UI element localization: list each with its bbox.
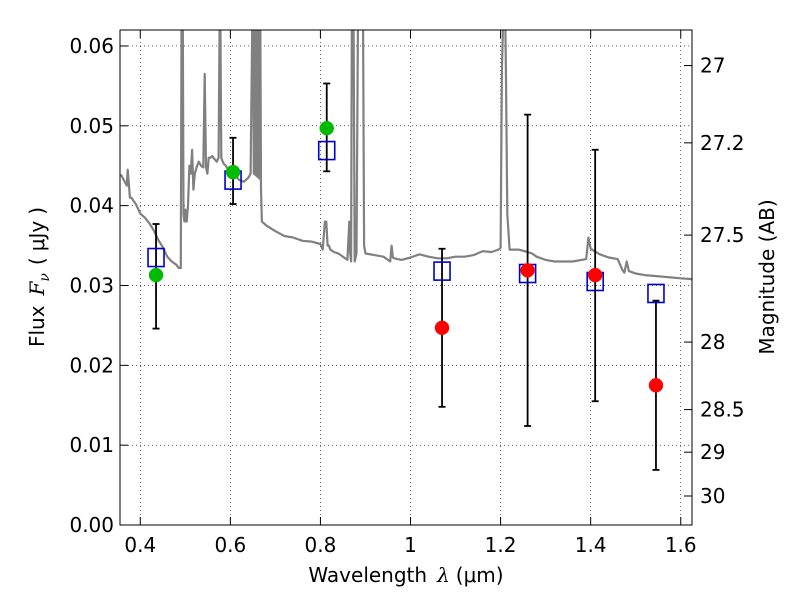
mag-tick-label: 30 (700, 484, 725, 508)
detected-point (225, 164, 241, 180)
x-tick-label: 1 (404, 533, 417, 557)
upper-point (587, 267, 603, 283)
model-square (317, 140, 336, 161)
model-square (647, 283, 665, 304)
mag-tick-label: 27 (700, 54, 725, 78)
upper-point (520, 263, 535, 278)
mag-tick-label: 28 (700, 330, 725, 354)
x-tick-label: 0.8 (305, 533, 337, 557)
y-tick-label: 0.06 (69, 34, 114, 58)
magnitude-axis-title: Magnitude (AB) (755, 199, 779, 354)
model-square (147, 247, 165, 268)
detected-point (148, 267, 164, 283)
template-spectrum (120, 30, 692, 281)
mag-tick-label: 27.5 (700, 223, 745, 247)
y-tick-label: 0.00 (69, 513, 114, 537)
x-axis-title: Wavelength λ (μm) (308, 563, 503, 587)
x-tick-label: 1.6 (665, 533, 697, 557)
x-tick-label: 0.6 (214, 533, 246, 557)
y-tick-label: 0.01 (69, 433, 114, 457)
y-axis-title: FluxFν(μJy) (25, 207, 53, 347)
x-tick-label: 1.2 (485, 533, 517, 557)
data-markers (147, 120, 665, 393)
upper-point (434, 320, 450, 336)
plot-frame (119, 29, 693, 526)
upper-point (648, 378, 664, 393)
mag-tick-label: 29 (700, 440, 725, 464)
y-tick-label: 0.03 (69, 273, 114, 297)
model-square (433, 261, 451, 281)
tick-labels: 0.4 0.6 0.8 1 1.2 1.4 1.6 0.00 0.01 0.02 0.03 0.04 0… (69, 34, 744, 557)
x-tick-label: 0.4 (124, 533, 156, 557)
detected-point (319, 120, 334, 136)
mag-tick-label: 28.5 (700, 398, 745, 422)
mag-tick-label: 27.2 (700, 131, 745, 155)
x-tick-label: 1.4 (575, 533, 607, 557)
y-tick-label: 0.05 (69, 114, 114, 138)
axis-ticks (120, 30, 692, 526)
template-spectrum-line (120, 30, 692, 281)
y-tick-label: 0.02 (69, 353, 114, 377)
y-tick-label: 0.04 (69, 194, 114, 218)
